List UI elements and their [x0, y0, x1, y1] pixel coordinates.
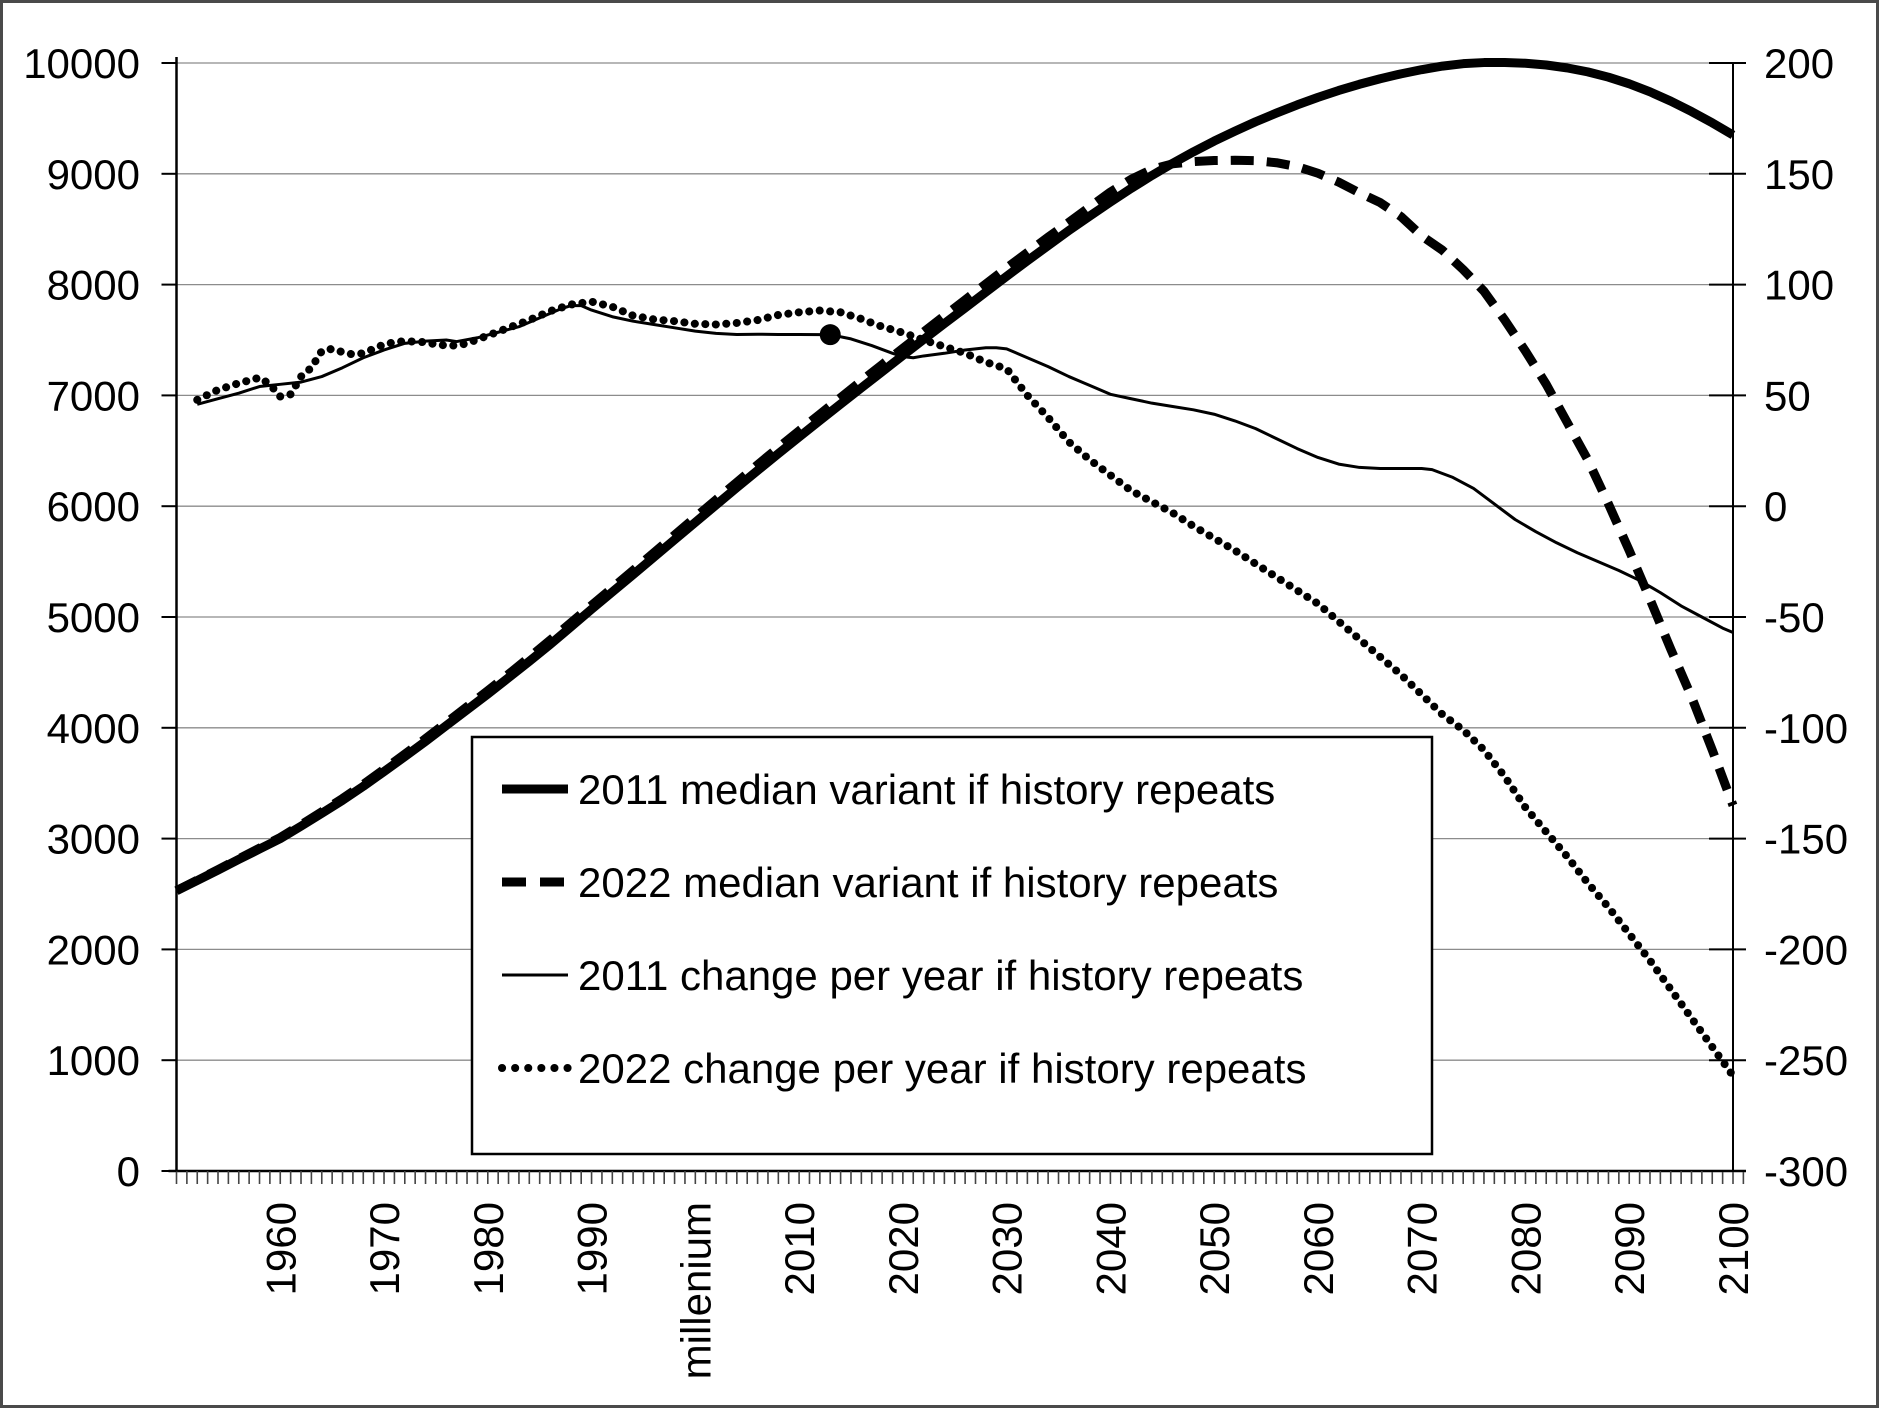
y-left-tick-label: 3000: [47, 816, 140, 863]
x-tick-label: 1970: [361, 1202, 408, 1295]
series-median-2022: [174, 155, 1738, 895]
y-right-tick-label: -100: [1764, 705, 1848, 752]
legend-label: 2011 median variant if history repeats: [578, 766, 1275, 813]
legend-box: [470, 735, 1434, 1156]
x-tick-label: 2080: [1502, 1202, 1549, 1295]
y-left-tick-label: 2000: [47, 926, 140, 973]
y-left-tick-label: 5000: [47, 594, 140, 641]
y-right-tick-label: -50: [1764, 594, 1825, 641]
legend-item-median-2022: 2022 median variant if history repeats: [502, 859, 1278, 906]
x-tick-label: 1960: [257, 1202, 304, 1295]
legend: 2011 median variant if history repeats 20…: [470, 735, 1434, 1156]
legend-item-change-2011: 2011 change per year if history repeats: [502, 952, 1303, 999]
y-right-tick-label: 200: [1764, 40, 1834, 87]
y-right-tick-label: 0: [1764, 483, 1787, 530]
y-right-tick-label: 100: [1764, 262, 1834, 309]
x-axis-labels: 1960 1970 1980 1990 millenium 2010 2020 2030 204…: [257, 1202, 1757, 1379]
x-tick-label: 2090: [1606, 1202, 1653, 1295]
y-right-tick-label: 150: [1764, 151, 1834, 198]
series-change-2022: [193, 297, 1737, 1080]
y-right-tick-label: -150: [1764, 816, 1848, 863]
x-tick-label: 2030: [984, 1202, 1031, 1295]
y-right-tick-label: -300: [1764, 1148, 1848, 1195]
y-left-tick-label: 0: [117, 1148, 140, 1195]
x-tick-label: 1980: [465, 1202, 512, 1295]
current-point-marker: [819, 324, 841, 346]
x-tick-label: 2100: [1710, 1202, 1757, 1295]
series: [174, 57, 1738, 1080]
x-tick-label: 2050: [1191, 1202, 1238, 1295]
y-right-tick-label: -250: [1764, 1037, 1848, 1084]
legend-label: 2022 median variant if history repeats: [578, 859, 1278, 906]
y-left-tick-label: 10000: [23, 40, 140, 87]
y-right-axis-labels: 200 150 100 50 0 -50 -100 -150 -200 -250 -300: [1709, 40, 1848, 1195]
x-tick-label: 1990: [569, 1202, 616, 1295]
x-tick-label: millenium: [672, 1202, 719, 1379]
x-minor-ticks: [175, 1171, 1745, 1184]
y-right-tick-label: 50: [1764, 372, 1811, 419]
y-right-tick-label: -200: [1764, 926, 1848, 973]
x-tick-label: 2020: [880, 1202, 927, 1295]
legend-item-change-2022: 2022 change per year if history repeats: [498, 1045, 1306, 1092]
y-left-tick-label: 4000: [47, 705, 140, 752]
y-left-tick-label: 7000: [47, 372, 140, 419]
legend-label: 2022 change per year if history repeats: [578, 1045, 1306, 1092]
y-left-tick-label: 6000: [47, 483, 140, 530]
y-left-axis-labels: 1000090008000700060005000400030002000100…: [23, 40, 177, 1195]
x-tick-label: 2060: [1295, 1202, 1342, 1295]
x-tick-label: 2070: [1399, 1202, 1446, 1295]
y-left-tick-label: 8000: [47, 262, 140, 309]
legend-label: 2011 change per year if history repeats: [578, 952, 1303, 999]
x-tick-label: 2010: [776, 1202, 823, 1295]
legend-item-median-2011: 2011 median variant if history repeats: [502, 766, 1275, 813]
y-left-tick-label: 1000: [47, 1037, 140, 1084]
x-tick-label: 2040: [1087, 1202, 1134, 1295]
y-left-tick-label: 9000: [47, 151, 140, 198]
